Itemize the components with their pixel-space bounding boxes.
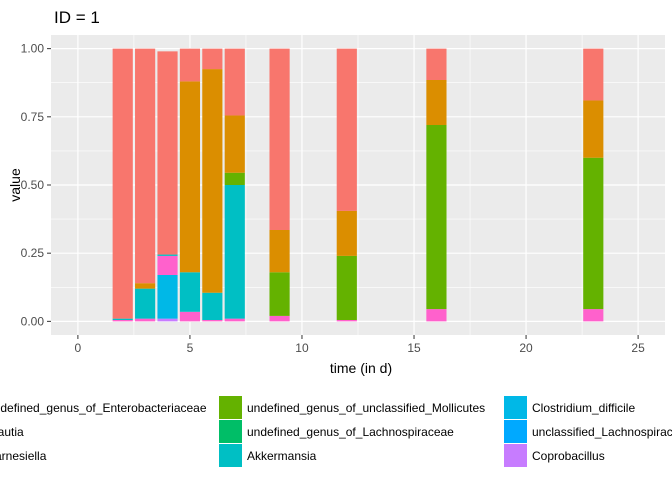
bar-segment xyxy=(135,283,156,289)
bars xyxy=(112,48,604,322)
legend-label: undefined_genus_of_Lachnospiraceae xyxy=(247,425,454,439)
legend-label: Coprobacillus xyxy=(532,449,605,463)
bar-segment xyxy=(224,115,245,173)
x-tick-label: 20 xyxy=(519,341,533,355)
bar-segment xyxy=(426,48,447,80)
bar-segment xyxy=(583,157,604,310)
x-tick-label: 5 xyxy=(187,341,194,355)
legend-swatch xyxy=(219,396,242,419)
bar-segment xyxy=(157,255,178,275)
y-tick-label: 0.00 xyxy=(21,314,45,328)
bar-segment xyxy=(179,311,201,322)
legend-swatch xyxy=(504,396,527,419)
bar-segment xyxy=(135,288,156,319)
x-axis-ticks: 0 5 10 15 20 25 xyxy=(75,335,645,355)
bar-segment xyxy=(336,255,357,320)
x-tick-label: 10 xyxy=(295,341,309,355)
bar-segment xyxy=(202,69,223,293)
legend-label: undefined_genus_of_unclassified_Mollicut… xyxy=(247,401,485,415)
bar-segment xyxy=(426,125,447,310)
bar-segment xyxy=(224,185,245,319)
bar-segment xyxy=(426,80,447,125)
bar-segment xyxy=(202,48,223,70)
bar-segment xyxy=(112,320,133,322)
bar-segment xyxy=(135,48,156,284)
bar-segment xyxy=(112,48,133,319)
bar-segment xyxy=(179,48,201,82)
legend-label: Akkermansia xyxy=(247,449,317,463)
bar-segment xyxy=(336,210,357,256)
y-axis-ticks: 0.00 0.25 0.50 0.75 1.00 xyxy=(21,42,51,328)
legend-label: Barnesiella xyxy=(0,449,47,463)
bar-segment xyxy=(269,230,290,273)
x-tick-label: 25 xyxy=(631,341,645,355)
x-axis-label: time (in d) xyxy=(330,360,392,376)
legend-label: unclassified_Lachnospiraceae xyxy=(532,425,672,439)
bar-segment xyxy=(179,272,201,312)
y-axis-label: value xyxy=(7,168,23,202)
x-tick-label: 15 xyxy=(407,341,421,355)
bar-segment xyxy=(269,48,290,230)
bar-segment xyxy=(583,100,604,158)
x-tick-label: 0 xyxy=(75,341,82,355)
bar-segment xyxy=(269,315,290,322)
chart-title: ID = 1 xyxy=(54,8,100,27)
legend-label: Clostridium_difficile xyxy=(532,401,635,415)
bar-segment xyxy=(135,318,156,322)
y-tick-label: 0.75 xyxy=(21,110,45,124)
bar-segment xyxy=(157,254,178,256)
bar-segment xyxy=(157,51,178,255)
legend: undefined_genus_of_Enterobacteriaceae Bla… xyxy=(0,396,672,467)
bar-segment xyxy=(583,309,604,322)
legend-swatch xyxy=(504,444,527,467)
legend-swatch xyxy=(219,420,242,443)
bar-segment xyxy=(202,292,223,320)
bar-segment xyxy=(336,320,357,322)
y-tick-label: 0.50 xyxy=(21,178,45,192)
legend-label: undefined_genus_of_Enterobacteriaceae xyxy=(0,401,207,415)
legend-swatch xyxy=(219,444,242,467)
bar-segment xyxy=(336,48,357,211)
bar-segment xyxy=(224,318,245,322)
bar-segment xyxy=(224,172,245,185)
bar-segment xyxy=(583,48,604,101)
bar-segment xyxy=(269,272,290,316)
bar-segment xyxy=(157,275,178,319)
bar-segment xyxy=(112,318,133,320)
bar-segment xyxy=(224,48,245,116)
bar-segment xyxy=(157,318,178,322)
bar-segment xyxy=(426,309,447,322)
legend-swatch xyxy=(504,420,527,443)
legend-label: Blautia xyxy=(0,425,24,439)
bar-segment xyxy=(202,320,223,322)
bar-segment xyxy=(179,81,201,273)
y-tick-label: 1.00 xyxy=(21,42,45,56)
y-tick-label: 0.25 xyxy=(21,246,45,260)
